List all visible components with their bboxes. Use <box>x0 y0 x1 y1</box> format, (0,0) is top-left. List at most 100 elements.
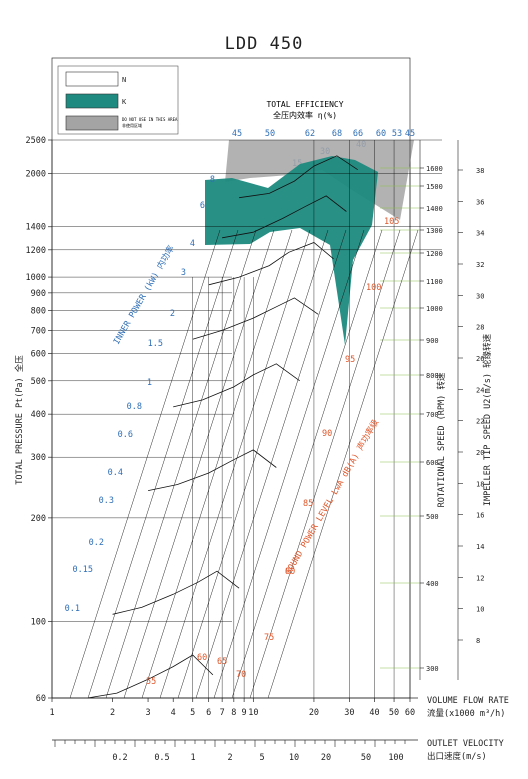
rpm-tick-label: 300 <box>426 665 439 673</box>
sound-value-label: 105 <box>384 217 399 227</box>
system-line <box>105 229 257 699</box>
power-value-label: 3 <box>181 268 186 278</box>
x-tick-label: 3 <box>145 708 150 718</box>
velocity-tick-label: 10 <box>289 753 299 763</box>
recommended-region <box>205 156 378 345</box>
sound-value-label: 60 <box>197 653 207 663</box>
legend-k-label: K <box>122 98 127 106</box>
velocity-tick-label: 0.5 <box>154 753 169 763</box>
y-tick-label: 100 <box>31 618 46 628</box>
y-tick-label: 700 <box>31 326 46 336</box>
x-tick-label: 2 <box>110 708 115 718</box>
tip-speed-tick-label: 36 <box>476 198 484 206</box>
efficiency-top-value: 45 <box>232 129 242 139</box>
sound-value-label: 100 <box>366 283 381 293</box>
power-value-label: 2 <box>170 309 175 319</box>
rpm-tick-label: 900 <box>426 337 439 345</box>
legend-n-label: N <box>122 76 126 84</box>
y-tick-label: 1200 <box>26 246 46 256</box>
system-line <box>123 229 275 699</box>
performance-curves <box>69 155 419 699</box>
chart-title: LDD 450 <box>224 34 304 54</box>
system-line <box>159 229 311 699</box>
y-tick-label: 200 <box>31 514 46 524</box>
efficiency-top-value: 68 <box>332 129 342 139</box>
rpm-tick-label: 1500 <box>426 183 443 191</box>
x-tick-label: 30 <box>344 708 354 718</box>
efficiency-top-value: 45 <box>405 129 415 139</box>
x-tick-label: 20 <box>309 708 319 718</box>
rpm-tick-label: 1600 <box>426 165 443 173</box>
legend-k-swatch <box>65 93 119 109</box>
tip-speed-tick-label: 12 <box>476 574 484 582</box>
efficiency-top-value: 60 <box>376 129 386 139</box>
sound-value-label: 75 <box>264 633 274 643</box>
legend-avoid-swatch <box>65 115 119 131</box>
power-value-label: 6 <box>200 201 205 211</box>
efficiency-top-value: 62 <box>305 129 315 139</box>
sound-value-label: 95 <box>345 355 355 365</box>
velocity-tick-label: 20 <box>321 753 331 763</box>
rpm-curve-600 <box>148 449 277 491</box>
system-line <box>177 229 329 699</box>
velocity-tick-label: 0.2 <box>112 753 127 763</box>
velocity-axis-title-cn: 出口速度(m/s) <box>427 751 487 762</box>
power-value-label: 0.3 <box>99 496 114 506</box>
efficiency-top-value: 66 <box>353 129 363 139</box>
system-line <box>249 229 401 699</box>
tip-speed-tick-label: 14 <box>476 543 484 551</box>
rpm-curve-1400 <box>222 195 347 239</box>
rpm-tick-label: 800 <box>426 372 439 380</box>
tip-speed-tick-label: 32 <box>476 261 484 269</box>
sound-value-label: 55 <box>146 677 156 687</box>
y-tick-label: 500 <box>31 377 46 387</box>
power-value-label: 0.6 <box>118 430 133 440</box>
x-tick-label: 60 <box>405 708 415 718</box>
y-tick-label: 300 <box>31 453 46 463</box>
tip-speed-tick-label: 34 <box>476 230 484 238</box>
y-tick-label: 900 <box>31 289 46 299</box>
avoid-region <box>225 140 414 220</box>
x-tick-label: 6 <box>206 708 211 718</box>
power-value-label: 4 <box>190 239 195 249</box>
velocity-tick-label: 100 <box>388 753 403 763</box>
power-value-label: 0.15 <box>73 565 93 575</box>
power-value-label: 8 <box>210 175 215 185</box>
system-line <box>267 229 419 699</box>
rpm-tick-label: 700 <box>426 411 439 419</box>
power-value-label: 0.8 <box>127 402 142 412</box>
tip-speed-tick-label: 24 <box>476 386 484 394</box>
y-axis-title: TOTAL PRESSURE Pt(Pa) 全压 <box>14 355 25 485</box>
tip-speed-axis-title: IMPELLER TIP SPEED U2(m/s) 轮缘转速 <box>482 333 493 506</box>
legend-n-swatch <box>65 71 119 87</box>
sound-value-label: 65 <box>217 657 227 667</box>
tip-speed-tick-label: 18 <box>476 480 484 488</box>
tip-speed-tick-label: 38 <box>476 167 484 175</box>
y-tick-label: 2500 <box>26 136 46 146</box>
system-line <box>141 229 293 699</box>
velocity-tick-label: 50 <box>361 753 371 763</box>
efficiency-label-cn: 全压内效率 η(%) <box>273 110 337 120</box>
y-tick-label: 2000 <box>26 169 46 179</box>
rpm-tick-label: 1000 <box>426 305 443 313</box>
system-line <box>231 229 383 699</box>
rpm-tick-label: 600 <box>426 459 439 467</box>
legend-avoid-label: DO NOT USE IN THIS AREA 非使用区域 <box>122 117 180 128</box>
rpm-tick-label: 400 <box>426 580 439 588</box>
power-value-label: 1.5 <box>148 339 163 349</box>
velocity-tick-label: 2 <box>227 753 232 763</box>
power-value-label: 1 <box>147 378 152 388</box>
tip-speed-tick-label: 10 <box>476 606 484 614</box>
system-line <box>87 229 239 699</box>
system-line <box>213 229 365 699</box>
x-tick-label: 8 <box>231 708 236 718</box>
rpm-tick-label: 500 <box>426 513 439 521</box>
y-tick-label: 60 <box>36 694 46 704</box>
x-tick-label: 50 <box>389 708 399 718</box>
rpm-tick-label: 1100 <box>426 278 443 286</box>
tip-speed-tick-label: 28 <box>476 324 484 332</box>
x-tick-label: 7 <box>220 708 225 718</box>
y-tick-label: 1000 <box>26 273 46 283</box>
x-tick-label: 5 <box>190 708 195 718</box>
tip-speed-tick-label: 22 <box>476 418 484 426</box>
